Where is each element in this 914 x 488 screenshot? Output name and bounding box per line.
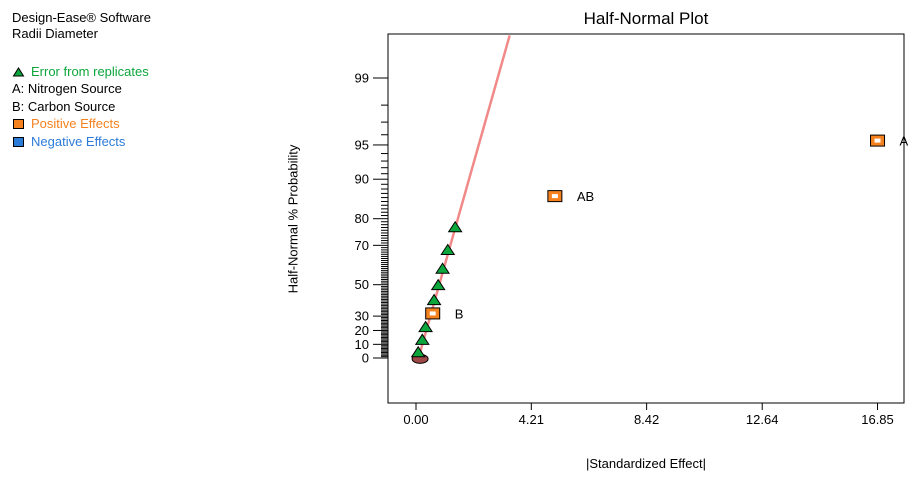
data-point-marker-center	[429, 311, 436, 316]
legend: Error from replicates A: Nitrogen Source…	[12, 63, 151, 151]
y-axis-tick-label: 99	[355, 71, 369, 86]
data-point-marker[interactable]	[435, 262, 450, 274]
negative-square-icon	[12, 136, 25, 147]
data-point-marker[interactable]	[410, 345, 426, 358]
y-axis-tick-label: 30	[355, 309, 369, 324]
y-axis-tick-label: 70	[355, 238, 369, 253]
x-axis-tick-label: 12.64	[746, 412, 779, 427]
x-axis-tick-label: 16.85	[861, 412, 894, 427]
data-point-marker-center	[874, 138, 881, 143]
y-axis-tick-label: 95	[355, 137, 369, 152]
point-label: B	[455, 306, 464, 321]
positive-square-icon	[12, 119, 25, 130]
data-point-marker[interactable]	[426, 293, 442, 306]
response-name: Radii Diameter	[12, 26, 98, 41]
data-point-marker[interactable]	[418, 320, 434, 333]
data-point-marker[interactable]	[430, 278, 446, 291]
plot-border	[387, 33, 905, 404]
legend-label: Negative Effects	[31, 133, 126, 149]
x-axis-tick-label: 4.21	[519, 412, 544, 427]
legend-label: Error from replicates	[31, 63, 149, 79]
info-panel: Design-Ease® Software Radii Diameter Err…	[12, 10, 151, 151]
data-point-marker[interactable]	[440, 243, 456, 255]
legend-label: A: Nitrogen Source	[12, 81, 122, 97]
y-axis-tick-label: 80	[355, 211, 369, 226]
legend-row-negative: Negative Effects	[12, 133, 151, 151]
legend-row-error: Error from replicates	[12, 63, 151, 81]
chart-title: Half-Normal Plot	[583, 9, 709, 28]
software-name: Design-Ease® Software	[12, 10, 151, 25]
y-axis-tick-label: 20	[355, 323, 369, 338]
data-point-marker-center	[551, 194, 558, 199]
legend-row-factor-a: A: Nitrogen Source	[12, 81, 151, 99]
legend-label: B: Carbon Source	[12, 98, 116, 114]
y-axis-tick-label: 10	[355, 337, 369, 352]
point-label: AB	[577, 189, 594, 204]
point-label: A	[900, 134, 909, 149]
y-axis-tick-label: 50	[355, 277, 369, 292]
error-triangle-icon	[12, 66, 25, 77]
y-axis-tick-label: 90	[355, 172, 369, 187]
legend-row-positive: Positive Effects	[12, 116, 151, 134]
x-axis-tick-label: 0.00	[403, 412, 428, 427]
y-axis-tick-label: 0	[362, 351, 369, 366]
legend-row-factor-b: B: Carbon Source	[12, 98, 151, 116]
x-axis-tick-label: 8.42	[634, 412, 659, 427]
x-axis-title: |Standardized Effect|	[586, 456, 706, 471]
legend-label: Positive Effects	[31, 116, 120, 132]
data-point-marker[interactable]	[414, 333, 430, 345]
data-point-marker[interactable]	[447, 220, 463, 233]
